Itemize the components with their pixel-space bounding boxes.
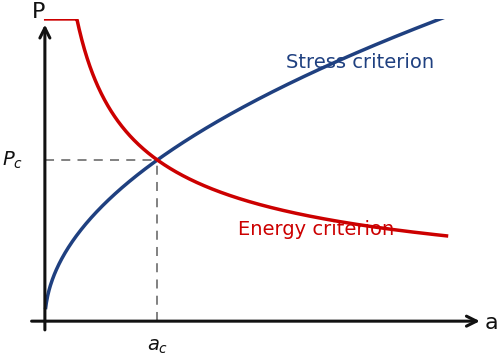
Text: $P_c$: $P_c$: [2, 149, 23, 171]
Text: Energy criterion: Energy criterion: [238, 219, 394, 238]
Text: Stress criterion: Stress criterion: [286, 53, 434, 72]
Text: a: a: [484, 313, 498, 333]
Text: P: P: [32, 2, 46, 22]
Text: $a_c$: $a_c$: [146, 337, 168, 356]
